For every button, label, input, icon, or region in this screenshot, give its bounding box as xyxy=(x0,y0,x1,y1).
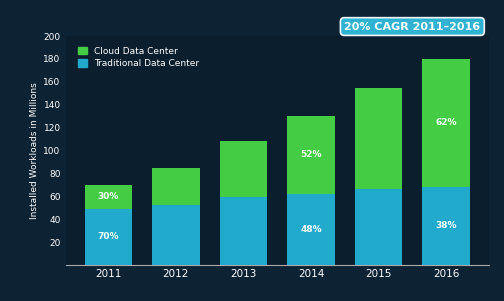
Bar xyxy=(152,205,200,265)
Bar xyxy=(287,194,335,265)
Legend: Cloud Data Center, Traditional Data Center: Cloud Data Center, Traditional Data Cent… xyxy=(74,43,203,72)
Bar xyxy=(85,185,132,209)
Text: 30%: 30% xyxy=(98,192,119,201)
Y-axis label: Installed Workloads in Millions: Installed Workloads in Millions xyxy=(30,82,39,219)
Bar xyxy=(422,187,470,265)
Bar xyxy=(355,189,402,265)
Text: 20% CAGR 2011–2016: 20% CAGR 2011–2016 xyxy=(344,22,480,32)
Bar xyxy=(220,141,267,197)
Text: 48%: 48% xyxy=(300,225,322,234)
Bar xyxy=(220,197,267,265)
Text: 70%: 70% xyxy=(98,232,119,241)
Text: 52%: 52% xyxy=(300,150,322,159)
Bar xyxy=(287,116,335,194)
Bar xyxy=(355,88,402,189)
Bar xyxy=(152,168,200,205)
Text: 62%: 62% xyxy=(435,118,457,127)
Text: 38%: 38% xyxy=(435,221,457,230)
Bar xyxy=(422,59,470,187)
Bar xyxy=(85,209,132,265)
